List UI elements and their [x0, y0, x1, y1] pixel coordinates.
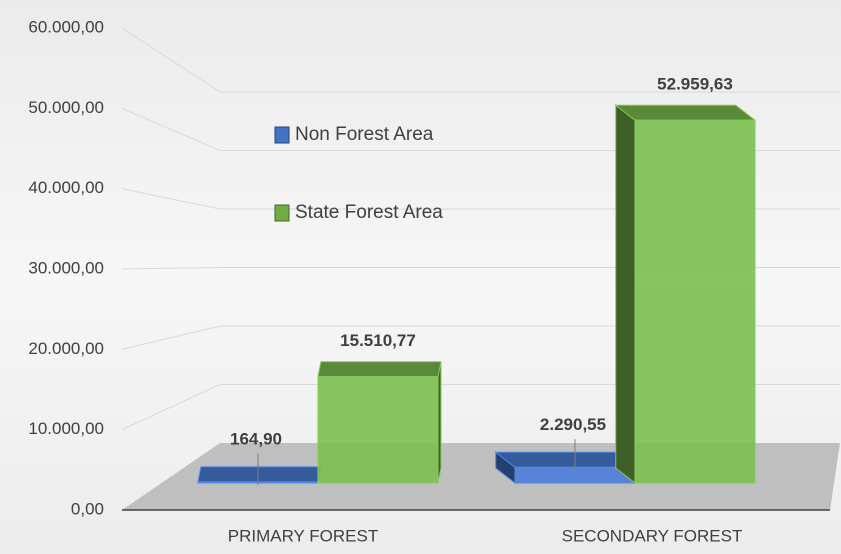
y-tick-label: 30.000,00: [28, 258, 104, 277]
legend-swatch: [274, 126, 290, 144]
bar-top: [494, 451, 637, 468]
bar-side: [615, 104, 636, 485]
value-label: 164,90: [230, 429, 282, 448]
bar-top: [317, 361, 442, 378]
y-tick-label: 20.000,00: [28, 339, 104, 358]
y-tick-label: 10.000,00: [28, 419, 104, 438]
value-label: 15.510,77: [340, 331, 416, 350]
value-label: 2.290,55: [540, 415, 606, 434]
legend-swatch: [274, 204, 290, 222]
x-tick-label: PRIMARY FOREST: [228, 526, 379, 545]
y-tick-label: 50.000,00: [28, 98, 104, 117]
y-tick-label: 60.000,00: [28, 17, 104, 36]
y-tick-label: 40.000,00: [28, 178, 104, 197]
legend-label: Non Forest Area: [295, 124, 434, 145]
value-label: 52.959,63: [657, 75, 733, 94]
legend-label: State Forest Area: [295, 202, 443, 223]
bar-top: [614, 104, 757, 121]
y-tick-label: 0,00: [71, 499, 104, 518]
bar: [634, 119, 756, 484]
x-tick-label: SECONDARY FOREST: [562, 526, 743, 545]
grid-line: [121, 27, 840, 93]
bar-top: [197, 466, 322, 483]
bar: [317, 376, 439, 484]
